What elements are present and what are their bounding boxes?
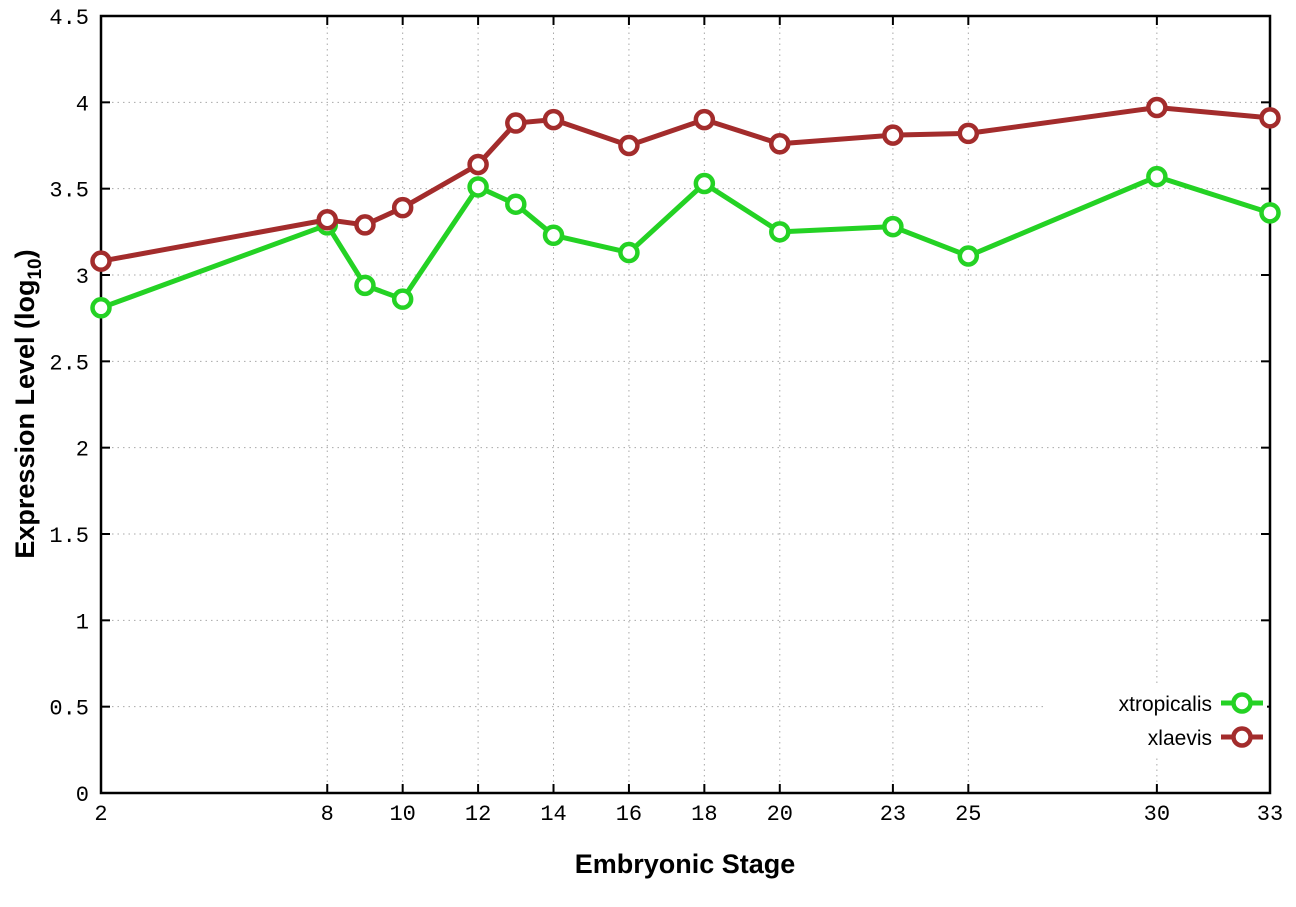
x-tick-label: 16 xyxy=(616,802,642,827)
y-tick-label: 2 xyxy=(76,438,89,463)
data-point-xlaevis xyxy=(316,208,339,231)
data-point-xlaevis xyxy=(354,214,376,236)
data-point-xlaevis xyxy=(693,108,716,131)
data-point-xlaevis xyxy=(618,134,640,157)
data-point-xtropicalis xyxy=(391,288,414,310)
data-point-xlaevis xyxy=(769,133,791,155)
series-layer xyxy=(90,96,1281,319)
y-tick-label: 4 xyxy=(76,92,89,117)
legend-entry-label-xlaevis: xlaevis xyxy=(1148,727,1212,750)
data-point-xlaevis xyxy=(1146,96,1168,119)
x-tick-label: 23 xyxy=(880,802,906,827)
data-point-xlaevis xyxy=(467,153,489,176)
x-tick-label: 25 xyxy=(955,802,981,827)
x-tick-label: 12 xyxy=(465,802,491,827)
y-tick-label: 2.5 xyxy=(49,351,89,376)
data-point-xtropicalis xyxy=(957,245,980,267)
y-axis-title-end: ) xyxy=(10,249,40,258)
data-point-xtropicalis xyxy=(1259,202,1281,224)
data-point-xlaevis xyxy=(957,122,980,145)
tick-layer xyxy=(100,15,1271,794)
legend-entry-label-xtropicalis: xtropicalis xyxy=(1119,693,1212,716)
data-point-xtropicalis xyxy=(882,215,904,238)
grid-layer xyxy=(101,16,1270,793)
y-axis-title: Expression Level (log10) xyxy=(10,249,46,558)
y-tick-label: 1.5 xyxy=(49,524,89,549)
x-axis-title: Embryonic Stage xyxy=(575,849,796,879)
x-tick-label: 14 xyxy=(540,802,566,827)
data-point-xlaevis xyxy=(1259,107,1281,129)
x-tick-label: 33 xyxy=(1257,802,1283,827)
legend-marker-xtropicalis xyxy=(1231,692,1253,714)
data-point-xtropicalis xyxy=(354,274,376,297)
legend: xtropicalis xlaevis xyxy=(1046,683,1267,755)
x-tick-label: 18 xyxy=(691,802,717,827)
y-tick-label: 3 xyxy=(76,265,89,290)
data-point-xtropicalis xyxy=(693,172,716,195)
data-point-xlaevis xyxy=(542,108,565,131)
legend-background xyxy=(1046,683,1267,755)
x-tick-label: 20 xyxy=(767,802,793,827)
series-line-xlaevis xyxy=(98,105,1273,264)
x-tick-label: 2 xyxy=(94,802,107,827)
data-point-xlaevis xyxy=(90,250,112,272)
y-axis-title-main: Expression Level (log xyxy=(10,280,40,559)
data-point-xtropicalis xyxy=(618,241,640,264)
plot-border xyxy=(99,14,1272,795)
data-point-xtropicalis xyxy=(505,193,527,215)
y-tick-label: 0.5 xyxy=(49,697,89,722)
data-point-xlaevis xyxy=(882,124,904,146)
tick-label-layer: 2 8 10 12 14 16 18 20 23 25 30 33 0 0.5 1 1.5 2 2.5 3 3.5 4 4… xyxy=(49,6,1283,827)
data-point-xtropicalis xyxy=(90,297,112,319)
x-tick-label: 8 xyxy=(321,802,334,827)
data-point-xtropicalis xyxy=(769,221,791,243)
data-point-xlaevis xyxy=(505,112,527,134)
y-tick-label: 3.5 xyxy=(49,179,89,204)
legend-marker-xlaevis xyxy=(1231,726,1253,748)
data-point-xlaevis xyxy=(391,196,414,219)
y-tick-label: 1 xyxy=(76,610,89,635)
y-tick-label: 4.5 xyxy=(49,6,89,31)
data-point-xtropicalis xyxy=(467,176,489,198)
series-line-xtropicalis xyxy=(98,174,1273,311)
data-point-xtropicalis xyxy=(1146,165,1168,188)
x-tick-label: 10 xyxy=(389,802,415,827)
y-tick-label: 0 xyxy=(76,783,89,808)
x-tick-label: 30 xyxy=(1144,802,1170,827)
y-axis-title-subscript: 10 xyxy=(25,258,46,279)
data-point-xtropicalis xyxy=(542,224,565,247)
